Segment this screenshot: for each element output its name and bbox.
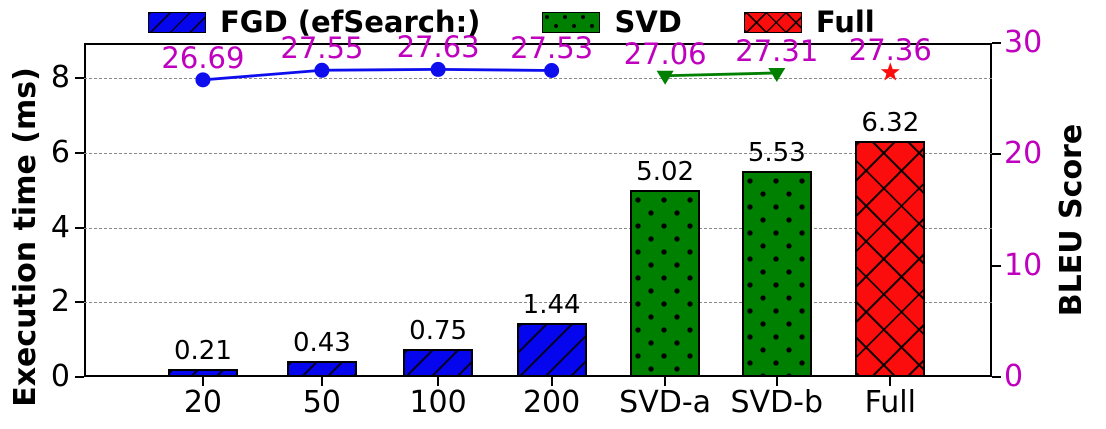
- x-label-SVD-a: SVD-a: [619, 385, 712, 420]
- gridline-8: [84, 78, 992, 80]
- x-tick-Full: [889, 377, 892, 386]
- right-tick-label-10: 10: [1004, 247, 1043, 283]
- bar-value-20: 0.21: [173, 336, 232, 367]
- x-label-50: 50: [302, 385, 341, 420]
- x-tick-SVD-b: [775, 377, 778, 386]
- bar-200: [516, 323, 587, 377]
- bar-value-Full: 6.32: [861, 108, 920, 139]
- left-tick-label-8: 8: [50, 60, 70, 96]
- x-tick-200: [550, 377, 553, 386]
- left-tick-label-6: 6: [50, 135, 70, 171]
- legend: FGD (efSearch:) SVD Full: [148, 6, 875, 38]
- left-tick-8: [75, 77, 84, 80]
- left-tick-label-0: 0: [50, 359, 70, 394]
- legend-label-full: Full: [815, 5, 875, 39]
- legend-swatch-full-icon: [743, 11, 802, 33]
- bar-SVD-a: [630, 189, 701, 377]
- left-tick-label-2: 2: [50, 284, 70, 320]
- circle-marker-50: [314, 62, 330, 78]
- bar-value-50: 0.43: [292, 327, 351, 358]
- legend-item-fgd: FGD (efSearch:): [148, 6, 480, 38]
- svd-bleu-line: [665, 71, 777, 78]
- circle-marker-20: [195, 72, 211, 88]
- right-tick-label-20: 20: [1004, 136, 1043, 172]
- legend-label-fgd: FGD (efSearch:): [220, 5, 481, 39]
- bleu-value-SVD-b: 27.31: [735, 33, 819, 68]
- legend-item-svd: SVD: [542, 5, 682, 39]
- left-tick-label-4: 4: [50, 209, 70, 245]
- x-label-200: 200: [522, 385, 581, 420]
- bleu-value-100: 27.63: [396, 30, 480, 65]
- legend-swatch-fgd-icon: [148, 11, 206, 33]
- right-tick-0: [992, 376, 1001, 378]
- bleu-value-SVD-a: 27.06: [623, 36, 707, 71]
- right-axis-title: BLEU Score: [1054, 123, 1089, 317]
- left-tick-4: [75, 226, 84, 229]
- bar-value-200: 1.44: [522, 290, 581, 321]
- right-tick-20: [992, 153, 1001, 156]
- bleu-value-20: 26.69: [161, 40, 245, 75]
- circle-marker-100: [430, 61, 446, 77]
- x-tick-50: [320, 377, 323, 386]
- gridline-6: [84, 153, 992, 155]
- bar-100: [403, 349, 474, 377]
- gridline-2: [84, 302, 992, 304]
- bar-value-SVD-b: 5.53: [747, 137, 806, 168]
- fgd-bleu-line: [202, 67, 552, 82]
- bleu-value-50: 27.55: [280, 31, 364, 66]
- right-tick-label-30: 30: [1004, 25, 1043, 60]
- right-tick-10: [992, 264, 1001, 267]
- right-tick-30: [992, 42, 1001, 44]
- triangle-down-marker-SVD-a: [656, 70, 674, 85]
- bleu-value-Full: 27.36: [848, 33, 932, 68]
- bar-50: [286, 360, 357, 377]
- triangle-down-marker-SVD-b: [768, 67, 786, 82]
- left-tick-2: [75, 301, 84, 304]
- legend-item-full: Full: [743, 5, 875, 39]
- x-tick-20: [201, 377, 204, 386]
- gridline-4: [84, 227, 992, 229]
- bar-20: [167, 369, 238, 377]
- bar-value-100: 0.75: [409, 316, 468, 346]
- bleu-lines-layer: [195, 61, 900, 88]
- bleu-value-200: 27.53: [510, 31, 594, 66]
- left-tick-0: [75, 376, 84, 378]
- legend-swatch-svd-icon: [542, 11, 601, 33]
- star-marker-Full: [880, 62, 900, 81]
- x-label-SVD-b: SVD-b: [730, 385, 824, 420]
- right-tick-label-0: 0: [1004, 359, 1024, 394]
- legend-label-svd: SVD: [614, 5, 682, 39]
- bar-value-SVD-a: 5.02: [636, 156, 695, 187]
- x-tick-SVD-a: [664, 377, 667, 386]
- x-label-100: 100: [409, 385, 467, 420]
- x-label-Full: Full: [864, 385, 916, 420]
- bar-SVD-b: [741, 170, 812, 377]
- left-tick-6: [75, 152, 84, 155]
- plot-area: [84, 43, 992, 377]
- x-label-20: 20: [183, 385, 223, 420]
- x-tick-100: [437, 377, 440, 386]
- circle-marker-200: [544, 62, 560, 78]
- bar-Full: [855, 141, 926, 377]
